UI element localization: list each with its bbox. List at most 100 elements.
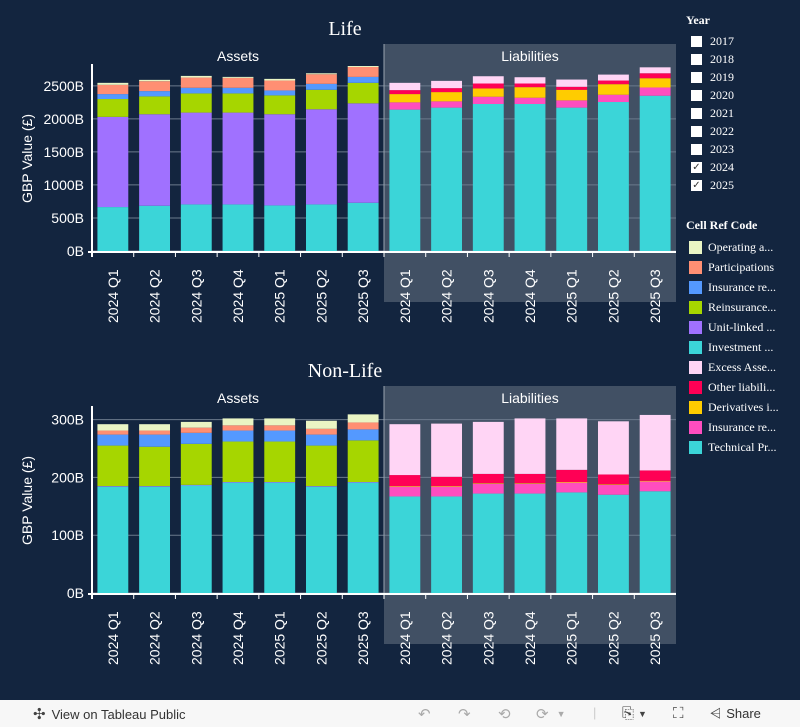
bar-segment-derivatives-in-liabilities[interactable] [556, 89, 588, 101]
bar-segment-operating-assets[interactable] [347, 414, 379, 423]
bar-segment-insurance-related-liabilities[interactable] [514, 483, 546, 494]
download-button[interactable]: ⎘ ▼ [622, 705, 647, 722]
year-filter-item-2024[interactable]: ✓ 2024 [686, 158, 734, 176]
year-filter-item-2025[interactable]: ✓ 2025 [686, 176, 734, 194]
checkbox-unchecked-icon[interactable] [691, 35, 702, 47]
bar-segment-derivatives-in-liabilities[interactable] [431, 486, 463, 487]
bar-segment-participations[interactable] [347, 66, 379, 77]
share-button[interactable]: ⩤ Share [710, 705, 761, 722]
bar-segment-participations[interactable] [97, 84, 129, 95]
bar-segment-reinsurance-recoverables[interactable] [139, 96, 171, 115]
bar-segment-operating-assets[interactable] [97, 82, 129, 85]
checkbox-checked-icon[interactable]: ✓ [691, 179, 702, 191]
bar-segment-insurance-related-liabilities[interactable] [389, 102, 421, 110]
bar-segment-other-liabilities[interactable] [472, 83, 504, 89]
year-filter-item-2017[interactable]: 2017 [686, 32, 734, 50]
bar-segment-technical-provisions[interactable] [514, 103, 546, 251]
bar-segment-participations[interactable] [222, 425, 254, 431]
bar-segment-insurance-receivables[interactable] [139, 434, 171, 447]
bar-segment-technical-provisions[interactable] [389, 109, 421, 251]
bar-segment-unit-linked-assets[interactable] [97, 486, 129, 487]
bar-segment-derivatives-in-liabilities[interactable] [431, 92, 463, 102]
bar-segment-investments[interactable] [222, 482, 254, 593]
bar-segment-insurance-related-liabilities[interactable] [639, 481, 671, 492]
bar-segment-insurance-receivables[interactable] [222, 430, 254, 442]
bar-segment-investments[interactable] [264, 205, 296, 251]
bar-segment-unit-linked-assets[interactable] [180, 484, 212, 486]
legend-item[interactable]: Insurance re... [686, 277, 779, 297]
bar-segment-technical-provisions[interactable] [639, 95, 671, 251]
bar-segment-insurance-related-liabilities[interactable] [431, 101, 463, 108]
bar-segment-participations[interactable] [222, 77, 254, 88]
bar-segment-insurance-receivables[interactable] [97, 434, 129, 446]
bar-segment-unit-linked-assets[interactable] [139, 486, 171, 487]
bar-segment-operating-assets[interactable] [222, 418, 254, 426]
bar-segment-operating-assets[interactable] [139, 424, 171, 431]
bar-segment-participations[interactable] [305, 428, 337, 435]
bar-segment-unit-linked-assets[interactable] [347, 482, 379, 483]
bar-segment-investments[interactable] [180, 485, 212, 593]
refresh-button[interactable]: ⟳ ▼ [536, 705, 566, 723]
bar-segment-unit-linked-assets[interactable] [305, 109, 337, 205]
bar-segment-excess-assets-over-liabilities[interactable] [389, 82, 421, 91]
bar-segment-technical-provisions[interactable] [597, 102, 629, 251]
bar-segment-insurance-receivables[interactable] [264, 430, 296, 442]
bar-segment-operating-assets[interactable] [264, 418, 296, 426]
legend-item[interactable]: Excess Asse... [686, 357, 779, 377]
legend-item[interactable]: Investment ... [686, 337, 779, 357]
year-filter-item-2018[interactable]: 2018 [686, 50, 734, 68]
bar-segment-participations[interactable] [180, 427, 212, 433]
bar-segment-other-liabilities[interactable] [597, 80, 629, 85]
bar-segment-excess-assets-over-liabilities[interactable] [597, 421, 629, 475]
bar-segment-operating-assets[interactable] [180, 75, 212, 78]
bar-segment-technical-provisions[interactable] [472, 493, 504, 593]
bar-segment-other-liabilities[interactable] [431, 88, 463, 93]
bar-segment-other-liabilities[interactable] [389, 90, 421, 95]
legend-item[interactable]: Participations [686, 257, 779, 277]
bar-segment-operating-assets[interactable] [139, 79, 171, 82]
bar-segment-other-liabilities[interactable] [597, 474, 629, 485]
bar-segment-excess-assets-over-liabilities[interactable] [389, 424, 421, 476]
bar-segment-reinsurance-recoverables[interactable] [180, 93, 212, 113]
bar-segment-excess-assets-over-liabilities[interactable] [472, 76, 504, 84]
checkbox-unchecked-icon[interactable] [691, 89, 702, 101]
bar-segment-operating-assets[interactable] [305, 73, 337, 75]
bar-segment-unit-linked-assets[interactable] [222, 482, 254, 483]
bar-segment-insurance-related-liabilities[interactable] [472, 96, 504, 104]
bar-segment-derivatives-in-liabilities[interactable] [514, 483, 546, 484]
bar-segment-derivatives-in-liabilities[interactable] [472, 483, 504, 484]
legend-item[interactable]: Insurance re... [686, 417, 779, 437]
undo-button[interactable]: ↶ [418, 705, 431, 723]
bar-segment-excess-assets-over-liabilities[interactable] [639, 67, 671, 74]
legend-item[interactable]: Technical Pr... [686, 437, 779, 457]
legend-item[interactable]: Other liabili... [686, 377, 779, 397]
bar-segment-derivatives-in-liabilities[interactable] [514, 87, 546, 98]
checkbox-unchecked-icon[interactable] [691, 143, 702, 155]
bar-segment-technical-provisions[interactable] [597, 494, 629, 593]
year-filter-item-2023[interactable]: 2023 [686, 140, 734, 158]
bar-segment-investments[interactable] [347, 482, 379, 593]
year-filter-item-2020[interactable]: 2020 [686, 86, 734, 104]
bar-segment-unit-linked-assets[interactable] [222, 112, 254, 205]
bar-segment-derivatives-in-liabilities[interactable] [556, 482, 588, 483]
bar-segment-reinsurance-recoverables[interactable] [347, 82, 379, 104]
bar-segment-insurance-related-liabilities[interactable] [389, 486, 421, 497]
bar-segment-other-liabilities[interactable] [556, 86, 588, 90]
bar-segment-operating-assets[interactable] [305, 420, 337, 429]
bar-segment-investments[interactable] [180, 204, 212, 251]
bar-segment-technical-provisions[interactable] [431, 107, 463, 251]
bar-segment-reinsurance-recoverables[interactable] [139, 446, 171, 487]
fullscreen-button[interactable]: ⛶ [673, 705, 684, 722]
bar-segment-technical-provisions[interactable] [639, 491, 671, 593]
bar-segment-other-liabilities[interactable] [514, 83, 546, 88]
bar-segment-insurance-receivables[interactable] [97, 94, 129, 100]
bar-segment-derivatives-in-liabilities[interactable] [597, 484, 629, 485]
bar-segment-derivatives-in-liabilities[interactable] [597, 84, 629, 95]
bar-segment-participations[interactable] [139, 430, 171, 435]
bar-segment-other-liabilities[interactable] [514, 473, 546, 484]
bar-segment-reinsurance-recoverables[interactable] [222, 93, 254, 113]
bar-segment-investments[interactable] [305, 486, 337, 593]
bar-segment-derivatives-in-liabilities[interactable] [389, 94, 421, 103]
bar-segment-unit-linked-assets[interactable] [97, 116, 129, 208]
bar-segment-technical-provisions[interactable] [431, 496, 463, 593]
